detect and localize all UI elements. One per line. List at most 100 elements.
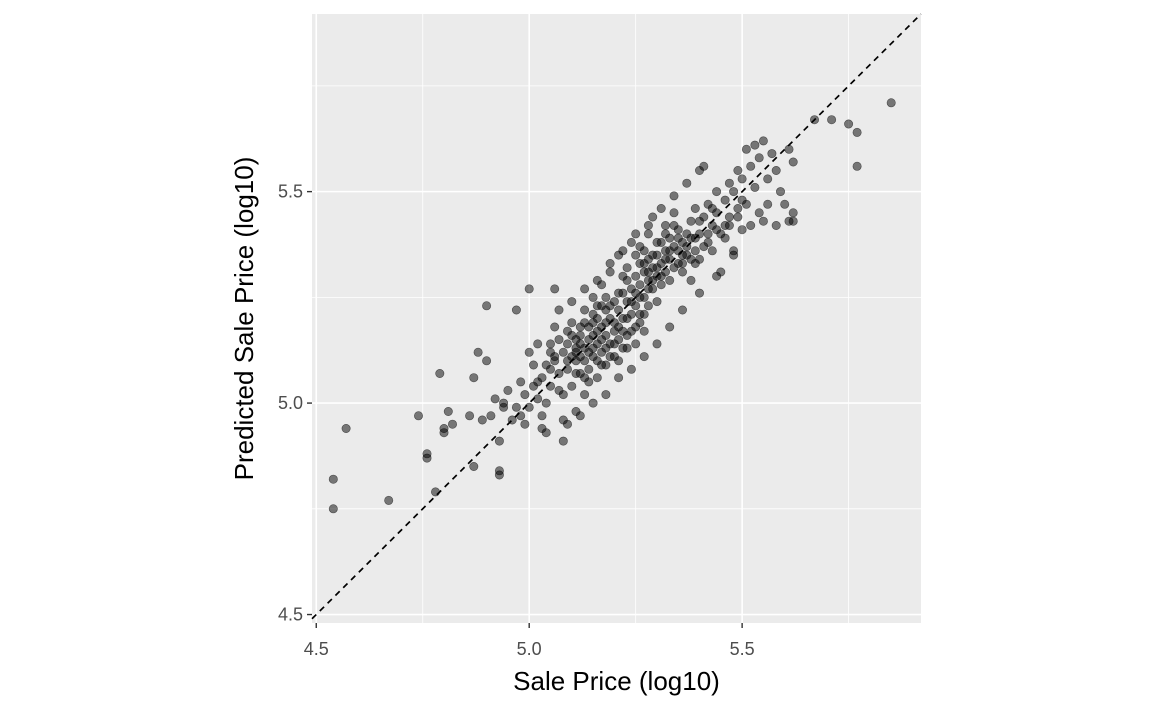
data-point [694,288,704,298]
data-point [511,402,521,412]
data-point [516,377,526,387]
data-point [558,347,568,357]
data-point [673,258,683,268]
data-point [413,411,423,421]
data-point [639,326,649,336]
data-point [550,284,560,294]
major-gridlines [312,14,921,623]
data-point [669,221,679,231]
data-point [652,263,662,273]
data-point [341,423,351,433]
data-point [733,212,743,222]
data-point [601,318,611,328]
data-points [328,98,896,514]
data-point [562,419,572,429]
data-point [469,461,479,471]
data-point [767,149,777,159]
data-point [673,233,683,243]
data-point [712,225,722,235]
data-point [622,263,632,273]
data-point [592,301,602,311]
data-point [588,398,598,408]
data-point [775,187,785,197]
data-point [533,339,543,349]
data-point [699,242,709,252]
data-point [686,254,696,264]
data-point [677,267,687,277]
data-point [737,225,747,235]
data-point [844,119,854,129]
data-point [827,115,837,125]
data-point [550,356,560,366]
data-point [660,254,670,264]
data-point [597,360,607,370]
x-tick-label: 5.5 [730,639,755,659]
data-point [733,204,743,214]
data-point [605,301,615,311]
data-point [694,166,704,176]
data-point [635,318,645,328]
data-point [631,229,641,239]
data-point [635,280,645,290]
data-point [648,212,658,222]
data-point [503,385,513,395]
data-point [567,297,577,307]
data-point [511,305,521,315]
data-point [609,339,619,349]
data-point [571,368,581,378]
data-point [750,182,760,192]
data-point [763,174,773,184]
data-point [656,280,666,290]
data-point [537,373,547,383]
data-point [605,258,615,268]
data-point [545,381,555,391]
data-point [384,495,394,505]
data-point [788,157,798,167]
data-point [533,394,543,404]
data-point [643,301,653,311]
data-point [575,411,585,421]
data-point [712,271,722,281]
data-point [580,318,590,328]
data-point [575,352,585,362]
data-point [439,428,449,438]
data-point [494,466,504,476]
plot-panel [312,14,921,623]
data-point [545,339,555,349]
data-point [580,373,590,383]
data-point [852,127,862,137]
data-point [562,364,572,374]
data-point [541,398,551,408]
data-point [639,292,649,302]
data-point [494,436,504,446]
data-point [788,208,798,218]
data-point [656,271,666,281]
data-point [758,216,768,226]
data-point [541,360,551,370]
data-point [443,406,453,416]
data-point [724,178,734,188]
data-point [614,356,624,366]
data-point [660,229,670,239]
data-point [665,322,675,332]
data-point [631,250,641,260]
x-tick-label: 5.0 [517,639,542,659]
data-point [694,216,704,226]
data-point [631,288,641,298]
data-point [754,153,764,163]
data-point [580,284,590,294]
data-point [554,305,564,315]
data-point [447,419,457,429]
x-axis-title: Sale Price (log10) [513,666,720,696]
data-point [729,250,739,260]
data-point [562,326,572,336]
data-point [626,237,636,247]
data-point [614,288,624,298]
data-point [588,330,598,340]
data-point [682,178,692,188]
data-point [690,246,700,256]
data-point [562,356,572,366]
data-point [588,292,598,302]
data-point [665,275,675,285]
data-point [558,436,568,446]
